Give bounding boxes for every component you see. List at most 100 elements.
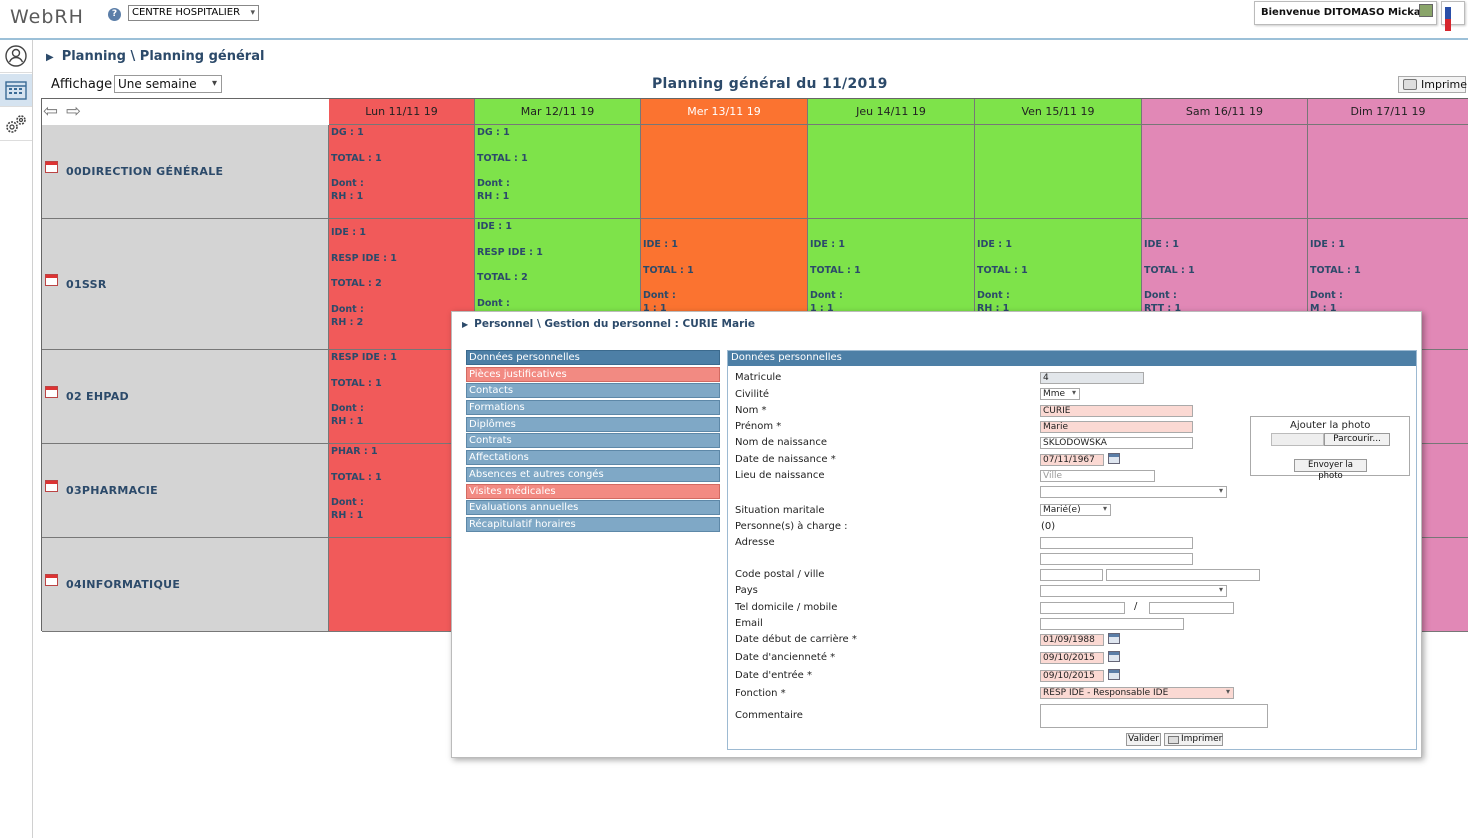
nom-field[interactable]: CURIE [1040, 405, 1193, 417]
day-header[interactable]: Ven 15/11 19 [975, 99, 1142, 125]
date-anciennete-field[interactable]: 09/10/2015 [1040, 652, 1104, 664]
calendar-icon[interactable] [1108, 633, 1120, 644]
calendar-icon[interactable] [1108, 453, 1120, 464]
day-header[interactable]: Lun 11/11 19 [329, 99, 475, 125]
planning-cell[interactable] [975, 125, 1142, 219]
lieu-naissance-field[interactable]: Ville [1040, 470, 1155, 482]
matricule-field[interactable]: 4 [1040, 372, 1144, 384]
fonction-select[interactable]: RESP IDE - Responsable IDE ▾ [1040, 687, 1234, 699]
cell-count-line: Dont : [331, 403, 364, 414]
printer-icon [1403, 79, 1417, 90]
user-profile-icon[interactable] [0, 40, 32, 73]
cell-count-line: DG : 1 [477, 127, 510, 138]
chevron-down-icon: ▾ [1218, 585, 1223, 594]
printer-icon [1168, 736, 1179, 744]
calendar-planning-icon[interactable] [0, 74, 32, 107]
adresse-line2-field[interactable] [1040, 553, 1193, 565]
user-card-icon[interactable] [1419, 4, 1433, 17]
day-header[interactable]: Mar 12/11 19 [475, 99, 641, 125]
calendar-icon[interactable] [45, 480, 58, 492]
menu-item[interactable]: Pièces justificatives [466, 366, 720, 382]
situation-select[interactable]: Marié(e) ▾ [1040, 504, 1111, 516]
cell-count-line: RESP IDE : 1 [477, 246, 543, 258]
menu-item[interactable]: Données personnelles [466, 350, 720, 365]
cell-count-line: Dont : [331, 178, 364, 189]
menu-item[interactable]: Formations [466, 400, 720, 416]
menu-item[interactable]: Contacts [466, 383, 720, 399]
cell-count-line: RESP IDE : 1 [331, 252, 397, 264]
commentaire-textarea[interactable] [1040, 704, 1268, 728]
cell-count-line: DG : 1 [331, 127, 364, 138]
tel-mobile-field[interactable] [1149, 602, 1234, 614]
day-header[interactable]: Jeu 14/11 19 [808, 99, 975, 125]
planning-cell[interactable] [1308, 125, 1468, 219]
code-postal-field[interactable] [1040, 569, 1103, 581]
adresse-line1-field[interactable] [1040, 537, 1193, 549]
lieu-naissance-select[interactable]: ▾ [1040, 486, 1227, 498]
cell-count-line: TOTAL : 1 [1144, 264, 1195, 276]
service-row-label[interactable]: 02 EHPAD [42, 350, 329, 444]
date-naissance-field[interactable]: 07/11/1967 [1040, 454, 1104, 466]
ville-field[interactable] [1106, 569, 1260, 581]
day-header[interactable]: Dim 17/11 19 [1308, 99, 1468, 125]
menu-item[interactable]: Absences et autres congés [466, 466, 720, 482]
validate-button[interactable]: Valider [1126, 733, 1161, 746]
cell-count-line: RH : 1 [331, 191, 364, 202]
menu-item[interactable]: Diplômes [466, 416, 720, 432]
planning-cell[interactable]: DG : 1 TOTAL : 1 Dont : RH : 1 [329, 125, 475, 219]
service-row-label[interactable]: 00DIRECTION GÉNÉRALE [42, 125, 329, 219]
planning-cell[interactable]: IDE : 1 RESP IDE : 1 TOTAL : 2 Dont : RH : 2 [329, 219, 475, 350]
calendar-icon[interactable] [45, 574, 58, 586]
cell-count-line: Dont : [810, 290, 843, 301]
service-row-label[interactable]: 01SSR [42, 219, 329, 350]
planning-cell[interactable] [641, 125, 808, 219]
civilite-select[interactable]: Mme ▾ [1040, 388, 1080, 400]
organization-select[interactable]: CENTRE HOSPITALIER ▾ [128, 5, 259, 21]
planning-cell[interactable]: DG : 1 TOTAL : 1 Dont : RH : 1 [475, 125, 641, 219]
calendar-icon[interactable] [1108, 651, 1120, 662]
planning-cell[interactable] [1142, 125, 1308, 219]
breadcrumb-text[interactable]: Planning \ Planning général [61, 49, 265, 64]
settings-gear-icon[interactable] [0, 108, 32, 141]
french-flag-icon[interactable] [1441, 1, 1465, 31]
calendar-icon[interactable] [45, 161, 58, 173]
label-nom: Nom * [735, 405, 767, 416]
arrow-left-icon[interactable]: ⇦ [43, 101, 59, 122]
tel-separator: / [1134, 601, 1138, 612]
service-row-label[interactable]: 04INFORMATIQUE [42, 538, 329, 632]
cell-count-line: Dont : [977, 290, 1010, 301]
display-period-select[interactable]: Une semaine ▾ [114, 75, 222, 93]
day-header[interactable]: Sam 16/11 19 [1142, 99, 1308, 125]
planning-cell[interactable] [808, 125, 975, 219]
nom-naissance-field[interactable]: SKLODOWSKA [1040, 437, 1193, 449]
menu-item[interactable]: Evaluations annuelles [466, 500, 720, 516]
menu-item[interactable]: Contrats [466, 433, 720, 449]
email-field[interactable] [1040, 618, 1184, 630]
arrow-right-icon[interactable]: ⇨ [66, 101, 82, 122]
browse-button[interactable]: Parcourir... [1324, 433, 1390, 446]
send-photo-button[interactable]: Envoyer la photo [1294, 459, 1367, 481]
photo-file-field[interactable] [1271, 433, 1324, 446]
cell-count-line: TOTAL : 1 [331, 377, 382, 389]
prenom-field[interactable]: Marie [1040, 421, 1193, 433]
pays-select[interactable]: ▾ [1040, 585, 1227, 597]
label-lieu-naissance: Lieu de naissance [735, 470, 825, 481]
print-button[interactable]: Imprimer [1398, 76, 1468, 93]
planning-cell[interactable]: RESP IDE : 1 TOTAL : 1 Dont : RH : 1 [329, 350, 475, 444]
chevron-down-icon: ▾ [211, 78, 217, 89]
day-header[interactable]: Mer 13/11 19 [641, 99, 808, 125]
planning-cell[interactable] [329, 538, 475, 632]
menu-item[interactable]: Récapitulatif horaires [466, 516, 720, 532]
calendar-icon[interactable] [1108, 669, 1120, 680]
date-entree-field[interactable]: 09/10/2015 [1040, 670, 1104, 682]
calendar-icon[interactable] [45, 386, 58, 398]
calendar-icon[interactable] [45, 273, 58, 286]
menu-item[interactable]: Affectations [466, 450, 720, 466]
menu-item[interactable]: Visites médicales [466, 483, 720, 499]
tel-domicile-field[interactable] [1040, 602, 1125, 614]
form-print-button[interactable]: Imprimer [1164, 733, 1223, 746]
help-icon[interactable]: ? [108, 8, 121, 21]
date-debut-field[interactable]: 01/09/1988 [1040, 634, 1104, 646]
service-row-label[interactable]: 03PHARMACIE [42, 444, 329, 538]
cell-count-line: IDE : 1 [643, 239, 678, 250]
